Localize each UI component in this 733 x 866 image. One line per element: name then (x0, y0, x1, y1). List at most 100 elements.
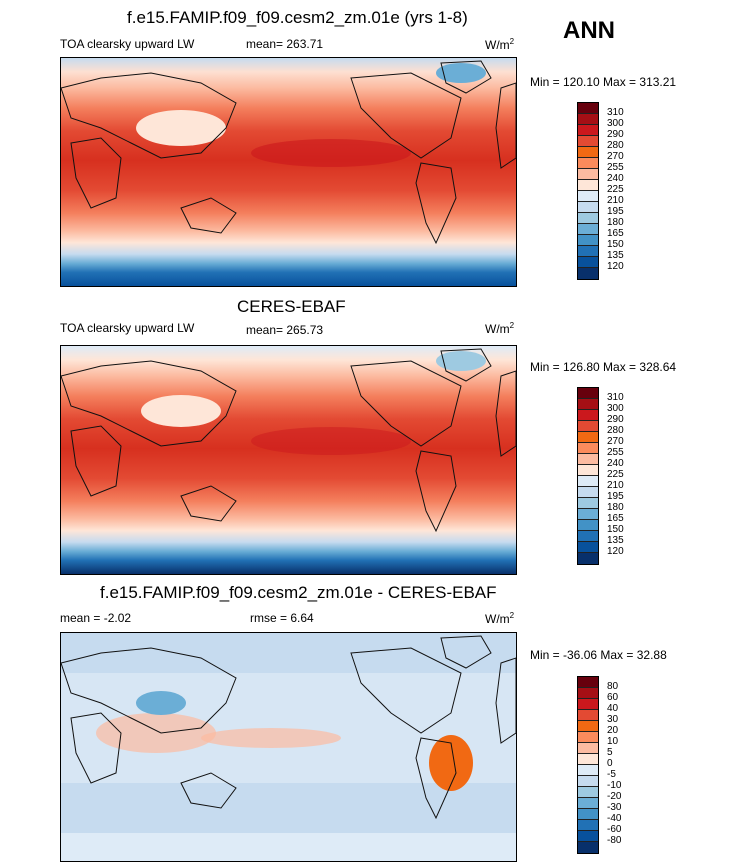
colorbar-swatch (578, 710, 598, 721)
colorbar-swatch (578, 246, 598, 257)
colorbar-swatch (578, 465, 598, 476)
colorbar-swatch (578, 487, 598, 498)
panel3-pacific-anomaly (201, 728, 341, 748)
panel2-map (60, 345, 517, 575)
colorbar-swatch (578, 754, 598, 765)
colorbar-label: -20 (607, 791, 622, 802)
colorbar-label: 310 (607, 392, 624, 403)
panel1-title: f.e15.FAMIP.f09_f09.cesm2_zm.01e (yrs 1-… (127, 8, 468, 27)
colorbar-swatch (578, 224, 598, 235)
colorbar-label: 40 (607, 703, 619, 714)
colorbar-label: 5 (607, 747, 613, 758)
panel1-minmax: Min = 120.10 Max = 313.21 (530, 75, 677, 89)
panel3-coastlines (61, 635, 516, 820)
colorbar-label: 225 (607, 469, 624, 480)
colorbar-swatch (578, 820, 598, 831)
colorbar-label: 225 (607, 184, 624, 195)
colorbar-label: -5 (607, 769, 616, 780)
colorbar-swatch (578, 410, 598, 421)
colorbar-swatch (578, 542, 598, 553)
panel3-indian-ocean-anomaly (96, 713, 216, 753)
panel1-mean-label: mean= 263.71 (246, 37, 324, 51)
colorbar-swatch (578, 743, 598, 754)
panel1-coastlines (61, 60, 516, 245)
colorbar-label: 135 (607, 535, 624, 546)
panel3-map (60, 632, 517, 862)
colorbar-swatch (578, 147, 598, 158)
colorbar-label: 165 (607, 228, 624, 239)
panel1-warm-band (251, 139, 411, 167)
colorbar-label: 80 (607, 681, 619, 692)
colorbar-label: 300 (607, 118, 624, 129)
colorbar-swatch (578, 520, 598, 531)
colorbar-label: 310 (607, 107, 624, 118)
panel2-variable-label: TOA clearsky upward LW (60, 321, 195, 335)
colorbar-label: 280 (607, 140, 624, 151)
colorbar-swatch (578, 498, 598, 509)
colorbar-swatch (578, 257, 598, 268)
colorbar-swatch (578, 268, 598, 279)
colorbar-label: -80 (607, 835, 622, 846)
colorbar-swatch (578, 842, 598, 853)
panel3-title: f.e15.FAMIP.f09_f09.cesm2_zm.01e - CERES… (100, 583, 497, 602)
colorbar-label: 255 (607, 162, 624, 173)
colorbar-label: 195 (607, 491, 624, 502)
colorbar-label: 300 (607, 403, 624, 414)
colorbar-label: 280 (607, 425, 624, 436)
panel2-greenland-anomaly (436, 351, 486, 371)
colorbar-swatch (578, 721, 598, 732)
colorbar-label: 60 (607, 692, 619, 703)
panel1-greenland-anomaly (436, 63, 486, 83)
colorbar-label: 180 (607, 502, 624, 513)
panel2-tibet-anomaly (141, 395, 221, 427)
colorbar-label: 240 (607, 458, 624, 469)
panel2-mean-label: mean= 265.73 (246, 323, 324, 337)
colorbar-label: -10 (607, 780, 622, 791)
colorbar-label: 120 (607, 261, 624, 272)
colorbar-swatch (578, 180, 598, 191)
colorbar-swatch (578, 191, 598, 202)
colorbar-label: 135 (607, 250, 624, 261)
colorbar-swatch (578, 103, 598, 114)
colorbar-swatch (578, 454, 598, 465)
colorbar-label: 20 (607, 725, 619, 736)
panel1-variable-label: TOA clearsky upward LW (60, 37, 195, 51)
panel1-units: W/m2 (485, 37, 515, 52)
colorbar-swatch (578, 831, 598, 842)
colorbar-swatch (578, 798, 598, 809)
colorbar-swatch (578, 553, 598, 564)
colorbar-label: 240 (607, 173, 624, 184)
colorbar-swatch (578, 776, 598, 787)
colorbar-swatch (578, 213, 598, 224)
colorbar-swatch (578, 688, 598, 699)
colorbar-label: -60 (607, 824, 622, 835)
panel3-tibet-anomaly (136, 691, 186, 715)
panel1-field (61, 58, 516, 286)
colorbar-swatch (578, 432, 598, 443)
season-label: ANN (563, 17, 615, 44)
panel2-coastlines (61, 348, 516, 533)
panel2-minmax: Min = 126.80 Max = 328.64 (530, 360, 677, 374)
panel1-map (60, 57, 517, 287)
colorbar-swatch (578, 421, 598, 432)
colorbar-label: 150 (607, 239, 624, 250)
colorbar-swatch (578, 531, 598, 542)
colorbar-swatch (578, 677, 598, 688)
colorbar-label: 210 (607, 195, 624, 206)
colorbar-label: 0 (607, 758, 613, 769)
colorbar-swatch (578, 809, 598, 820)
panel3-amazon-anomaly (429, 735, 473, 791)
colorbar-label: 165 (607, 513, 624, 524)
panel3-minmax: Min = -36.06 Max = 32.88 (530, 648, 667, 662)
colorbar-label: 270 (607, 436, 624, 447)
colorbar-label: 290 (607, 414, 624, 425)
colorbar-swatch (578, 125, 598, 136)
colorbar-swatch (578, 787, 598, 798)
colorbar-swatch (578, 699, 598, 710)
panel2-title: CERES-EBAF (237, 297, 346, 316)
colorbar-label: 10 (607, 736, 619, 747)
panel3-mean-label: mean = -2.02 (60, 611, 132, 625)
colorbar-swatch (578, 443, 598, 454)
colorbar-swatch (578, 202, 598, 213)
colorbar-label: 255 (607, 447, 624, 458)
